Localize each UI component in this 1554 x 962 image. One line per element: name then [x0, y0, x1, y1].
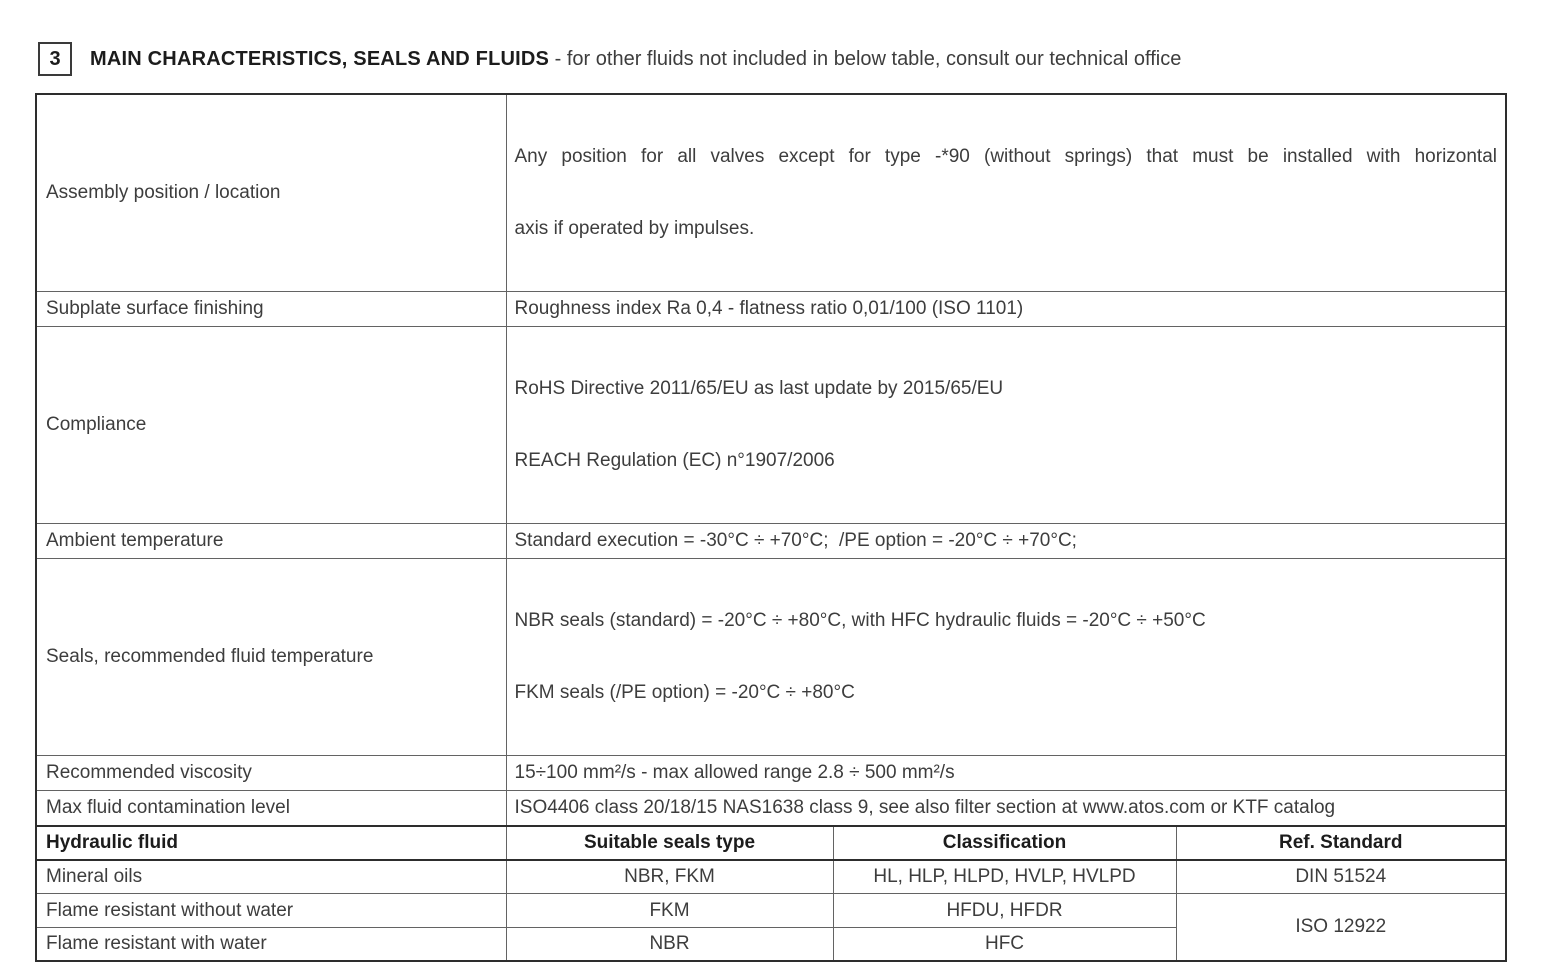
- spec-label: Recommended viscosity: [35, 755, 507, 791]
- table-row-compliance: Compliance RoHS Directive 2011/65/EU as …: [35, 326, 1507, 524]
- section-title-bold: MAIN CHARACTERISTICS, SEALS AND FLUIDS: [90, 47, 550, 70]
- column-header-suitable-seals: Suitable seals type: [505, 824, 834, 861]
- table-row-recommended-viscosity: Recommended viscosity 15÷100 mm²/s - max…: [35, 755, 1507, 791]
- column-header-ref-standard: Ref. Standard: [1175, 824, 1507, 861]
- section-number-box: 3: [38, 42, 72, 76]
- spec-label: Compliance: [35, 326, 507, 524]
- section-title-note: - for other fluids not included in below…: [549, 47, 1182, 70]
- spec-value: ISO4406 class 20/18/15 NAS1638 class 9, …: [505, 790, 1507, 826]
- spec-label: Seals, recommended fluid temperature: [35, 558, 507, 756]
- table-row-max-contamination: Max fluid contamination level ISO4406 cl…: [35, 790, 1507, 826]
- spec-label: Max fluid contamination level: [35, 790, 507, 826]
- table-row-seals-fluid-temperature: Seals, recommended fluid temperature NBR…: [35, 558, 1507, 756]
- section-number: 3: [49, 47, 61, 70]
- table-row-assembly-position: Assembly position / location Any positio…: [35, 93, 1507, 292]
- fluid-row-mineral-oils: Mineral oils NBR, FKM HL, HLP, HLPD, HVL…: [35, 859, 1507, 894]
- spec-value-line: REACH Regulation (EC) n°1907/2006: [514, 450, 835, 471]
- table-row-ambient-temperature: Ambient temperature Standard execution =…: [35, 523, 1507, 559]
- spec-value: NBR seals (standard) = -20°C ÷ +80°C, wi…: [505, 558, 1507, 756]
- fluid-row-flame-resistant-without-water: Flame resistant without water FKM HFDU, …: [35, 893, 1507, 961]
- column-header-hydraulic-fluid: Hydraulic fluid: [35, 824, 507, 861]
- fluid-standard: DIN 51524: [1175, 859, 1507, 894]
- spec-value: 15÷100 mm²/s - max allowed range 2.8 ÷ 5…: [505, 755, 1507, 791]
- characteristics-table-container: Assembly position / location Any positio…: [35, 93, 1507, 962]
- spec-value-line: FKM seals (/PE option) = -20°C ÷ +80°C: [514, 682, 855, 703]
- spec-label: Assembly position / location: [35, 93, 507, 292]
- spec-label: Subplate surface finishing: [35, 291, 507, 327]
- spec-value: RoHS Directive 2011/65/EU as last update…: [505, 326, 1507, 524]
- fluid-name: Mineral oils: [35, 859, 507, 894]
- section-header: 3 MAIN CHARACTERISTICS, SEALS AND FLUIDS…: [38, 42, 1181, 76]
- characteristics-table: Assembly position / location Any positio…: [35, 93, 1507, 962]
- spec-value-line: RoHS Directive 2011/65/EU as last update…: [514, 378, 1004, 399]
- fluid-seals: FKM: [505, 893, 834, 928]
- fluid-classification: HL, HLP, HLPD, HVLP, HVLPD: [832, 859, 1177, 894]
- fluid-seals: NBR: [505, 927, 834, 961]
- spec-value: Roughness index Ra 0,4 - flatness ratio …: [505, 291, 1507, 327]
- table-row-subplate-finishing: Subplate surface finishing Roughness ind…: [35, 291, 1507, 327]
- spec-value-line: axis if operated by impulses.: [514, 218, 755, 239]
- fluid-seals: NBR, FKM: [505, 859, 834, 894]
- spec-value: Standard execution = -30°C ÷ +70°C; /PE …: [505, 523, 1507, 559]
- spec-value-line: Any position for all valves except for t…: [514, 146, 1498, 167]
- fluid-standard: ISO 12922: [1175, 893, 1507, 961]
- spec-value-line: NBR seals (standard) = -20°C ÷ +80°C, wi…: [514, 610, 1206, 631]
- spec-label: Ambient temperature: [35, 523, 507, 559]
- fluid-name: Flame resistant with water: [35, 927, 507, 961]
- fluid-name: Flame resistant without water: [35, 893, 507, 928]
- fluid-table-header-row: Hydraulic fluid Suitable seals type Clas…: [35, 824, 1507, 861]
- column-header-classification: Classification: [832, 824, 1177, 861]
- fluid-classification: HFDU, HFDR: [832, 893, 1177, 928]
- section-title: MAIN CHARACTERISTICS, SEALS AND FLUIDS -…: [90, 48, 1181, 71]
- spec-value: Any position for all valves except for t…: [505, 93, 1507, 292]
- fluid-classification: HFC: [832, 927, 1177, 961]
